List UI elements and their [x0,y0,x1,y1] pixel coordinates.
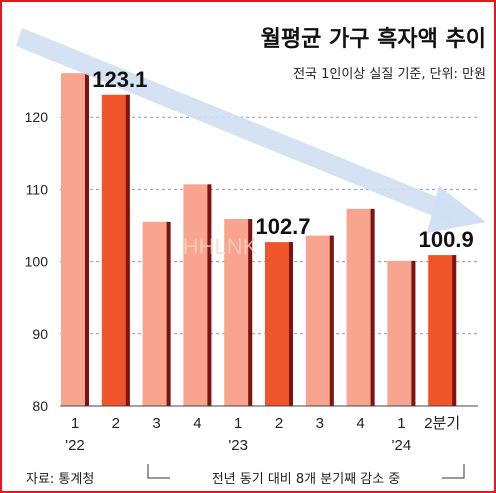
annotation-bracket: 전년 동기 대비 8개 분기째 감소 중 [147,464,465,487]
chart-subtitle: 전국 1인이상 실질 기준, 단위: 만원 [293,67,486,82]
x-tick-label: 3 [316,415,324,432]
bar [142,221,171,406]
x-tick-label: 2 [275,415,283,432]
bar-shadow [289,242,293,406]
arrow-shaft [16,28,457,223]
x-tick-label: 4 [193,415,201,432]
x-tick-label: 4 [356,415,364,432]
y-tick-label: 110 [26,181,49,197]
x-tick-label: 1 [234,415,242,432]
y-tick-label: 80 [32,398,48,414]
x-axis: 1 2 3 4 1 2 3 4 1 2분기 '22 '23 '24 [65,415,460,454]
data-label: 102.7 [255,214,310,239]
bar-shadow [248,219,253,406]
data-label: 123.1 [92,67,147,92]
bar [101,94,130,407]
year-label: '23 [228,437,248,454]
bar-shadow [166,221,171,406]
source-note: 자료: 통계청 [26,472,94,487]
y-axis: 80 90 100 110 120 [25,109,478,414]
year-label: '24 [392,437,412,454]
year-label: '22 [65,437,85,454]
x-tick-label: 2분기 [424,415,460,432]
y-tick-label: 100 [25,254,49,270]
data-labels: 123.1 102.7 100.9 [92,67,473,252]
x-tick-label: 1 [397,415,405,432]
data-label: 100.9 [419,227,474,252]
bar [428,255,457,406]
bar-shadow [411,260,416,406]
watermark: HHLNK [183,234,258,259]
x-tick-label: 3 [152,415,160,432]
y-tick-label: 90 [32,326,48,342]
bar-shadow [370,208,375,406]
bar [305,235,334,406]
bar [183,184,212,406]
arrow-head [427,186,486,233]
y-tick-label: 120 [25,109,49,125]
bar [265,242,293,406]
bar [61,73,89,407]
x-tick-label: 2 [112,415,120,432]
bar [346,208,375,406]
bar [224,219,253,406]
annotation-text: 전년 동기 대비 8개 분기째 감소 중 [212,472,401,487]
x-tick-label: 1 [71,415,79,432]
bar-shadow [125,94,130,407]
bar [387,260,416,406]
bar-shadow [85,73,89,407]
bars [61,73,457,407]
bar-shadow [452,255,457,406]
bar-shadow [329,235,334,406]
chart-title: 월평균 가구 흑자액 추이 [261,27,486,52]
bar-shadow [207,184,212,406]
trend-arrow [16,28,486,233]
